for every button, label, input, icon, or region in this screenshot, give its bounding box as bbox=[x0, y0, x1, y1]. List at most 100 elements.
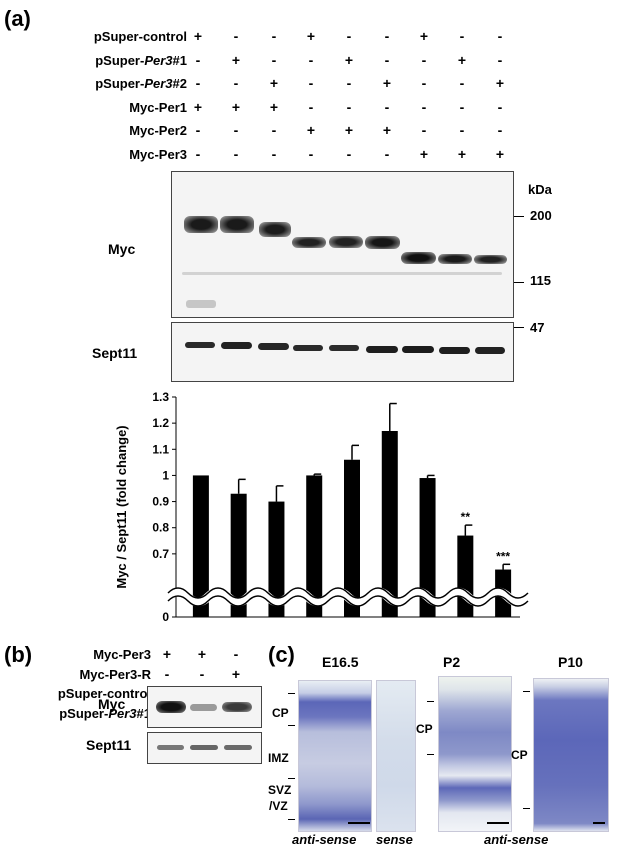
y-tick-label-zero: 0 bbox=[162, 610, 169, 624]
myc-band-lane9 bbox=[474, 255, 507, 264]
panel-b-letter: (b) bbox=[4, 642, 33, 667]
sept11-blot-label: Sept11 bbox=[92, 345, 138, 361]
panel-a-condition-label-pre-3: Myc-Per1 bbox=[129, 99, 187, 115]
panel-a-condition-label-2: pSuper-Per3#2 bbox=[95, 76, 187, 91]
ish-p10-antisense bbox=[533, 678, 609, 832]
panel-a-condition-label-5: Myc-Per3 bbox=[129, 147, 187, 162]
panel-a-sign-r0-l8: - bbox=[459, 28, 465, 44]
scale-bar-e16 bbox=[348, 822, 370, 824]
mw-marker-47: 47 bbox=[530, 320, 545, 335]
panel-b-sept11-label: Sept11 bbox=[86, 737, 132, 753]
y-axis-label: Myc / Sept11 (fold change) bbox=[114, 425, 129, 588]
y-tick-label-6: 0.7 bbox=[152, 547, 169, 561]
panel-a-sign-r4-l7: - bbox=[421, 122, 427, 139]
layer-tick-p10-1 bbox=[523, 691, 530, 692]
mw-marker-200: 200 bbox=[530, 208, 552, 223]
panel-b-condition-label-pre-2: pSuper-control bbox=[57, 686, 151, 701]
panel-a-sign-r1-l6: - bbox=[384, 51, 390, 68]
panel-a-sign-r3-l5: - bbox=[346, 98, 352, 115]
significance-9: *** bbox=[496, 549, 510, 563]
myc-band-lane4 bbox=[292, 237, 326, 248]
panel-a-sign-r0-l4: + bbox=[306, 28, 316, 44]
panel-a-sign-r2-l5: - bbox=[346, 75, 352, 92]
myc-band-lane3 bbox=[259, 222, 291, 237]
panel-a-sign-r2-l1: - bbox=[195, 75, 201, 92]
panel-a-condition-label-pre-5: Myc-Per3 bbox=[129, 147, 187, 162]
probe-sense-e16: sense bbox=[376, 832, 413, 847]
panel-b-condition-label-0: Myc-Per3 bbox=[93, 647, 151, 662]
panel-b-condition-label-em-3: Per3 bbox=[108, 705, 137, 721]
bar-2 bbox=[230, 493, 247, 617]
myc-band-lane1 bbox=[184, 216, 218, 233]
panel-a-condition-label-pre-2: pSuper- bbox=[95, 76, 145, 92]
bar-7 bbox=[419, 478, 436, 617]
panel-a-sign-r4-l1: - bbox=[195, 122, 201, 139]
layer-imz-e16: IMZ bbox=[268, 751, 289, 765]
panel-a-sign-r4-l9: - bbox=[497, 122, 503, 139]
y-tick-label-4: 0.9 bbox=[152, 495, 169, 509]
panel-b-myc-label: Myc bbox=[98, 696, 126, 712]
panel-a-sign-r4-l4: + bbox=[306, 122, 316, 139]
panel-a-sign-r1-l2: + bbox=[231, 51, 241, 68]
myc-band-lane5 bbox=[329, 236, 363, 248]
layer-tick-e16-1 bbox=[288, 693, 295, 694]
panel-a-sign-r2-l7: - bbox=[421, 75, 427, 92]
panel-a-sign-r1-l1: - bbox=[195, 51, 201, 68]
panel-a-condition-label-em-2: Per3 bbox=[144, 76, 173, 92]
myc-lower-band-lane1 bbox=[186, 300, 216, 308]
sept11-band-lane1 bbox=[185, 342, 215, 348]
panel-a-sign-r3-l6: - bbox=[384, 98, 390, 115]
panel-a-sign-r1-l9: - bbox=[497, 51, 503, 68]
panel-a-sign-r0-l5: - bbox=[346, 28, 352, 44]
panel-a-sign-r4-l3: - bbox=[271, 122, 277, 139]
panel-a-sign-r5-l7: + bbox=[419, 146, 429, 162]
axis-break-line-top bbox=[167, 587, 529, 599]
layer-tick-e16-3 bbox=[288, 778, 295, 779]
panel-a-condition-label-1: pSuper-Per3#1 bbox=[95, 53, 187, 68]
layer-vz-e16: /VZ bbox=[269, 799, 288, 813]
panel-b-sign-r0-l2: + bbox=[197, 646, 207, 662]
bar-8 bbox=[457, 535, 474, 617]
panel-a-letter: (a) bbox=[4, 6, 31, 31]
panel-a-sign-r3-l4: - bbox=[308, 98, 314, 115]
panel-a-sign-r5-l6: - bbox=[384, 146, 390, 162]
age-e16-5: E16.5 bbox=[322, 654, 359, 670]
panel-b-condition-label-pre-0: Myc-Per3 bbox=[93, 647, 151, 662]
panel-a-sign-r2-l2: - bbox=[233, 75, 239, 92]
ish-p2-antisense bbox=[438, 676, 512, 832]
panel-a-sign-r2-l6: + bbox=[382, 75, 392, 92]
myc-background-band bbox=[182, 272, 502, 275]
panel-a-sign-r3-l7: - bbox=[421, 98, 427, 115]
myc-band-lane8 bbox=[438, 254, 472, 264]
panel-a-sign-r4-l8: - bbox=[459, 122, 465, 139]
panel-a-condition-label-pre-1: pSuper- bbox=[95, 52, 145, 68]
bar-6 bbox=[381, 430, 398, 617]
panel-a-sign-r0-l1: + bbox=[193, 28, 203, 44]
panel-b-sept11-blot bbox=[147, 732, 262, 764]
sept11-band-lane8 bbox=[439, 347, 470, 354]
panel-b-sept11-band-lane1 bbox=[157, 745, 184, 750]
panel-a-sign-r0-l7: + bbox=[419, 28, 429, 44]
sept11-blot-a bbox=[171, 322, 514, 382]
panel-b-condition-label-pre-1: Myc-Per3-R bbox=[79, 666, 151, 682]
panel-b-sign-r1-l3: + bbox=[231, 665, 241, 682]
layer-tick-p10-2 bbox=[523, 808, 530, 809]
panel-a-sign-r3-l2: + bbox=[231, 98, 241, 115]
panel-a-condition-label-4: Myc-Per2 bbox=[129, 123, 187, 138]
y-tick-label-1: 1.2 bbox=[152, 416, 169, 430]
panel-a-sign-r3-l3: + bbox=[269, 98, 279, 115]
layer-svz-e16: SVZ bbox=[268, 783, 292, 797]
sept11-band-lane9 bbox=[475, 347, 505, 354]
panel-b-sept11-band-lane2 bbox=[190, 745, 218, 750]
panel-a-sign-r1-l7: - bbox=[421, 51, 427, 68]
panel-b-condition-label-pre-3: pSuper- bbox=[59, 705, 109, 721]
layer-cp-p10: CP bbox=[511, 748, 528, 762]
probe-antisense-postnatal: anti-sense bbox=[484, 832, 549, 847]
panel-b-myc-blot bbox=[147, 686, 262, 728]
sept11-band-lane5 bbox=[329, 345, 359, 351]
panel-b-sign-r1-l2: - bbox=[199, 665, 205, 682]
panel-a-condition-label-post-1: #1 bbox=[172, 52, 187, 68]
y-tick-label-3: 1 bbox=[162, 468, 169, 482]
axis-break-line-bottom bbox=[167, 595, 529, 607]
y-tick-label-0: 1.3 bbox=[152, 390, 169, 404]
